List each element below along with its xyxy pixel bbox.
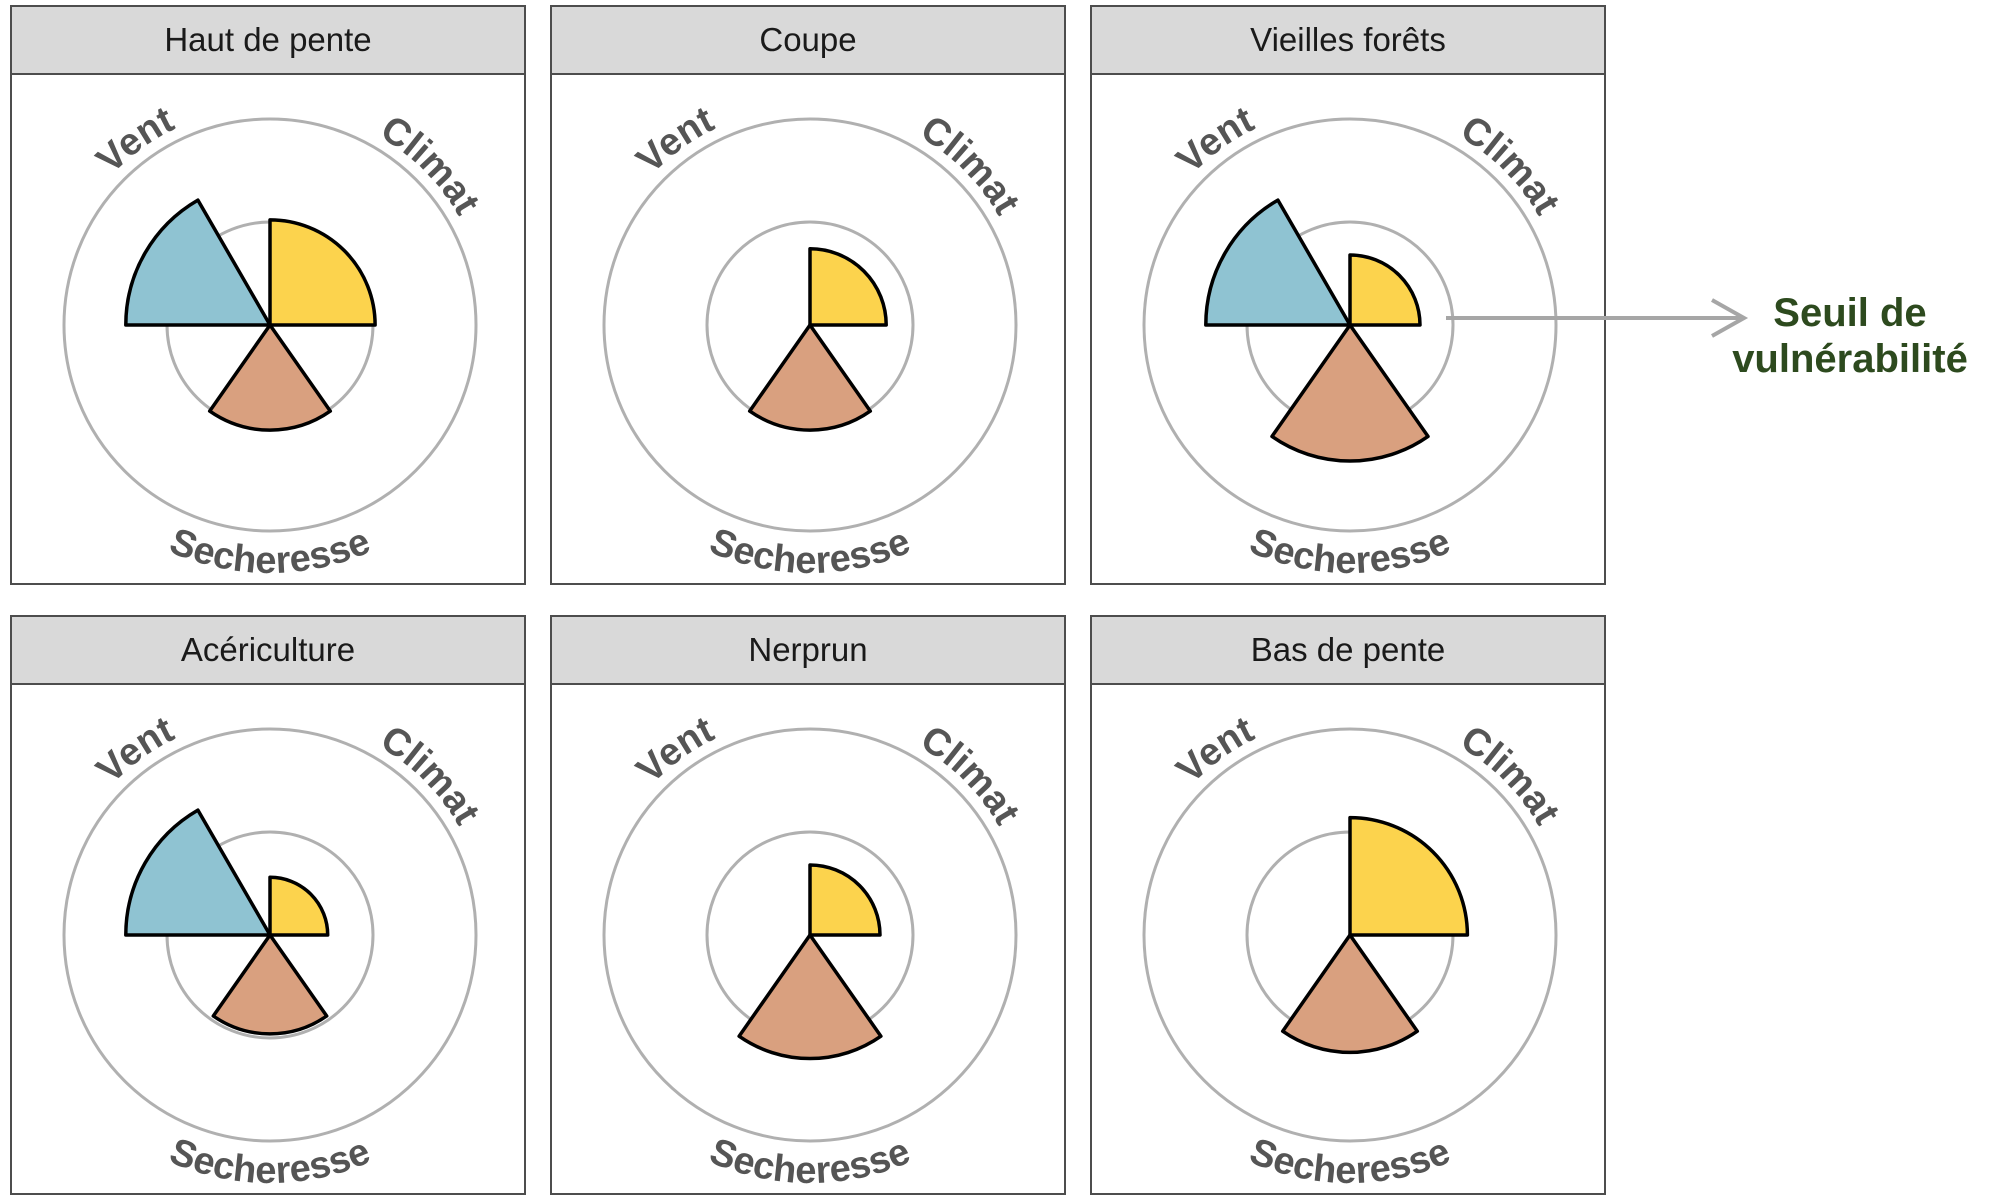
panel-2: Vieilles forêts Vent Climat Secheresse	[1090, 5, 1606, 585]
wedge-vent	[124, 198, 272, 327]
wedge-secheresse	[1270, 323, 1430, 463]
outer-ring	[602, 117, 1018, 533]
wedge-vent	[1204, 198, 1352, 327]
outer-ring	[62, 117, 478, 533]
threshold-annotation-label: Seuil de vulnérabilité	[1720, 290, 1980, 382]
panel-title: Haut de pente	[12, 7, 524, 75]
wedge-vent	[124, 808, 272, 937]
panel-0: Haut de pente Vent Climat Secheresse	[10, 5, 526, 585]
wedge-climat	[268, 875, 330, 937]
wedge-secheresse	[737, 933, 883, 1061]
panel-title: Bas de pente	[1092, 617, 1604, 685]
panel-title: Vieilles forêts	[1092, 7, 1604, 75]
wedge-secheresse	[1280, 933, 1420, 1055]
panel-title: Acériculture	[12, 617, 524, 685]
outer-ring	[62, 727, 478, 1143]
wedge-secheresse	[747, 323, 873, 432]
panel-5: Bas de pente Vent Climat Secheresse	[1090, 615, 1606, 1195]
wedge-climat	[808, 863, 882, 937]
panel-1: Coupe Vent Climat Secheresse	[550, 5, 1066, 585]
outer-ring	[1142, 727, 1558, 1143]
panel-title: Coupe	[552, 7, 1064, 75]
panel-4: Nerprun Vent Climat Secheresse	[550, 615, 1066, 1195]
wedge-climat	[808, 247, 888, 327]
wedge-secheresse	[207, 323, 333, 432]
panel-title: Nerprun	[552, 617, 1064, 685]
outer-ring	[1142, 117, 1558, 533]
wedge-climat	[1348, 253, 1422, 327]
annotation-line-2: vulnérabilité	[1732, 337, 1968, 381]
panel-3: Acériculture Vent Climat Secheresse	[10, 615, 526, 1195]
wedge-secheresse	[211, 933, 329, 1036]
wedge-climat	[268, 218, 377, 327]
outer-ring	[602, 727, 1018, 1143]
wedge-climat	[1348, 815, 1470, 937]
annotation-arrow-head	[1711, 298, 1749, 338]
annotation-line-1: Seuil de	[1773, 291, 1927, 335]
